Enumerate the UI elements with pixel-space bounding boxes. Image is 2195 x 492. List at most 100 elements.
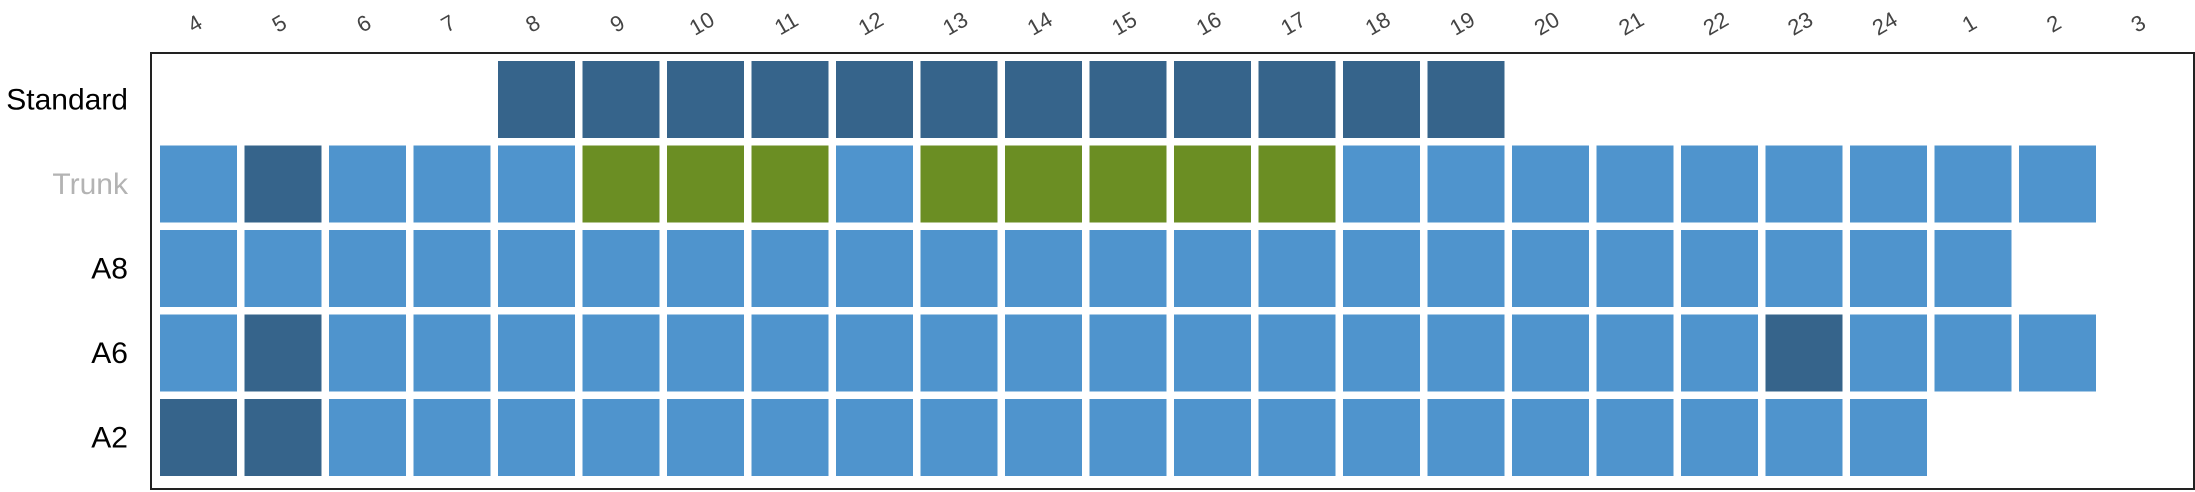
heatmap-cell <box>1343 145 1420 223</box>
heatmap-cell <box>1174 61 1251 138</box>
column-label: 10 <box>685 7 719 41</box>
heatmap-cell <box>1258 145 1336 223</box>
column-label: 15 <box>1107 7 1141 41</box>
row-label: A6 <box>91 337 128 370</box>
column-label: 18 <box>1361 7 1395 41</box>
heatmap-cell <box>1427 61 1505 138</box>
heatmap-cell <box>1596 230 1674 307</box>
heatmap-cell <box>920 145 998 223</box>
heatmap-cell <box>1512 145 1589 223</box>
column-label: 20 <box>1530 7 1564 41</box>
heatmap-cell <box>1596 314 1674 392</box>
heatmap-cell <box>1258 399 1336 476</box>
column-label: 7 <box>437 10 460 38</box>
heatmap-cell <box>2019 314 2096 392</box>
heatmap-cell <box>1681 399 1758 476</box>
heatmap-cell <box>1258 61 1336 138</box>
column-label: 2 <box>2042 10 2065 38</box>
heatmap-cell <box>667 314 744 392</box>
heatmap-cell <box>1343 61 1420 138</box>
heatmap-cell <box>1427 399 1505 476</box>
heatmap-cell <box>751 61 829 138</box>
column-label: 14 <box>1023 7 1057 41</box>
column-label: 19 <box>1445 7 1479 41</box>
heatmap-cell <box>1765 145 1843 223</box>
row-label: Standard <box>6 84 128 117</box>
heatmap-cell <box>582 61 660 138</box>
column-label: 6 <box>352 10 375 38</box>
heatmap-cell <box>1005 61 1082 138</box>
heatmap-cell <box>1596 145 1674 223</box>
heatmap-cell <box>1427 314 1505 392</box>
row-label: Trunk <box>52 168 129 201</box>
heatmap-cell <box>667 61 744 138</box>
heatmap-cell <box>498 399 575 476</box>
heatmap-cell <box>244 145 322 223</box>
column-label: 16 <box>1192 7 1226 41</box>
heatmap-cell <box>836 145 913 223</box>
column-label: 4 <box>183 10 206 38</box>
heatmap-cell <box>1343 314 1420 392</box>
heatmap-cell <box>1512 314 1589 392</box>
heatmap-cell <box>751 145 829 223</box>
heatmap-cell <box>498 314 575 392</box>
heatmap-cell <box>667 230 744 307</box>
heatmap-cell <box>920 230 998 307</box>
heatmap-cell <box>160 399 237 476</box>
heatmap-cell <box>1258 314 1336 392</box>
heatmap-cell <box>1005 399 1082 476</box>
heatmap-cell <box>667 145 744 223</box>
heatmap-cell <box>1089 230 1167 307</box>
heatmap-cell <box>1089 145 1167 223</box>
heatmap-cell <box>1512 230 1589 307</box>
heatmap-cell <box>498 145 575 223</box>
heatmap-cell <box>1174 145 1251 223</box>
heatmap-cell <box>1005 314 1082 392</box>
heatmap-cell <box>1258 230 1336 307</box>
heatmap-cell <box>160 314 237 392</box>
column-label: 11 <box>770 7 802 40</box>
heatmap-cell <box>1934 145 2012 223</box>
heatmap-cell <box>1089 314 1167 392</box>
heatmap-cell <box>920 399 998 476</box>
heatmap-cell <box>1512 399 1589 476</box>
heatmap-cell <box>1765 399 1843 476</box>
heatmap-cell <box>244 230 322 307</box>
heatmap-cell <box>329 314 406 392</box>
heatmap-cell <box>836 230 913 307</box>
heatmap-cell <box>582 399 660 476</box>
heatmap-cell <box>498 230 575 307</box>
heatmap-cell <box>1850 145 1927 223</box>
heatmap-cell <box>1934 230 2012 307</box>
column-label: 3 <box>2127 10 2150 38</box>
heatmap-cell <box>413 314 491 392</box>
heatmap-cell <box>1089 61 1167 138</box>
heatmap-cell <box>582 145 660 223</box>
heatmap-cell <box>1174 314 1251 392</box>
heatmap-cell <box>1005 230 1082 307</box>
heatmap-cell <box>1427 145 1505 223</box>
heatmap-cell <box>1681 145 1758 223</box>
heatmap-cell <box>920 61 998 138</box>
heatmap-cell <box>1596 399 1674 476</box>
column-label: 9 <box>606 10 629 38</box>
column-label: 21 <box>1614 7 1648 41</box>
column-label: 8 <box>521 10 544 38</box>
heatmap-cell <box>1681 230 1758 307</box>
row-label: A2 <box>91 422 128 455</box>
column-label: 12 <box>854 7 888 41</box>
heatmap-cell <box>413 230 491 307</box>
heatmap-cell <box>160 230 237 307</box>
heatmap-cell <box>751 399 829 476</box>
heatmap-cell <box>329 230 406 307</box>
heatmap-cell <box>1343 399 1420 476</box>
heatmap-cell <box>836 399 913 476</box>
heatmap-cell <box>160 145 237 223</box>
heatmap-cell <box>836 314 913 392</box>
row-label: A8 <box>91 253 128 286</box>
heatmap-cell <box>244 314 322 392</box>
heatmap-cell <box>1174 399 1251 476</box>
heatmap-cell <box>1934 314 2012 392</box>
heatmap-cell <box>1174 230 1251 307</box>
